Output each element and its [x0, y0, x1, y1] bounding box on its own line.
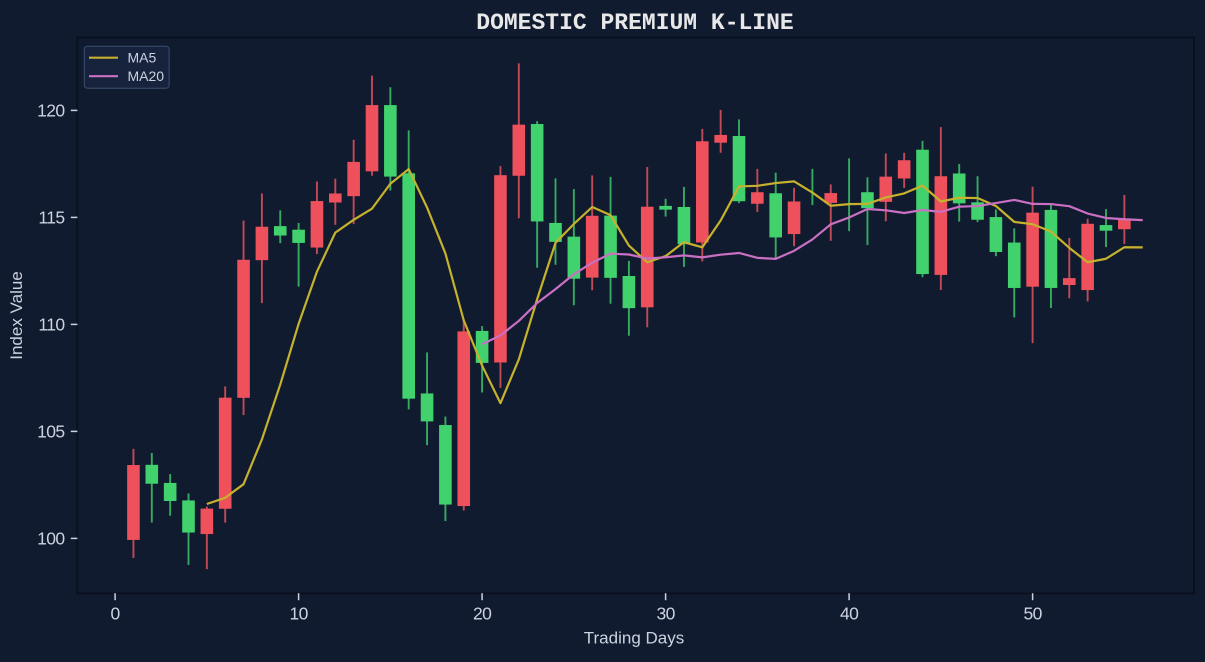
svg-text:100: 100: [37, 528, 65, 548]
svg-text:DOMESTIC PREMIUM K-LINE: DOMESTIC PREMIUM K-LINE: [476, 10, 793, 36]
svg-text:20: 20: [473, 604, 492, 624]
svg-text:115: 115: [38, 207, 64, 227]
svg-text:Trading Days: Trading Days: [584, 629, 684, 648]
svg-text:MA20: MA20: [128, 68, 165, 84]
svg-text:MA5: MA5: [128, 50, 157, 66]
svg-text:105: 105: [37, 421, 64, 441]
svg-text:10: 10: [289, 604, 308, 624]
svg-text:110: 110: [38, 314, 65, 334]
svg-text:Index Value: Index Value: [7, 271, 26, 360]
svg-text:120: 120: [37, 100, 65, 120]
svg-text:0: 0: [111, 604, 121, 624]
svg-text:50: 50: [1023, 604, 1042, 624]
svg-text:30: 30: [656, 604, 675, 624]
svg-text:40: 40: [840, 604, 859, 624]
